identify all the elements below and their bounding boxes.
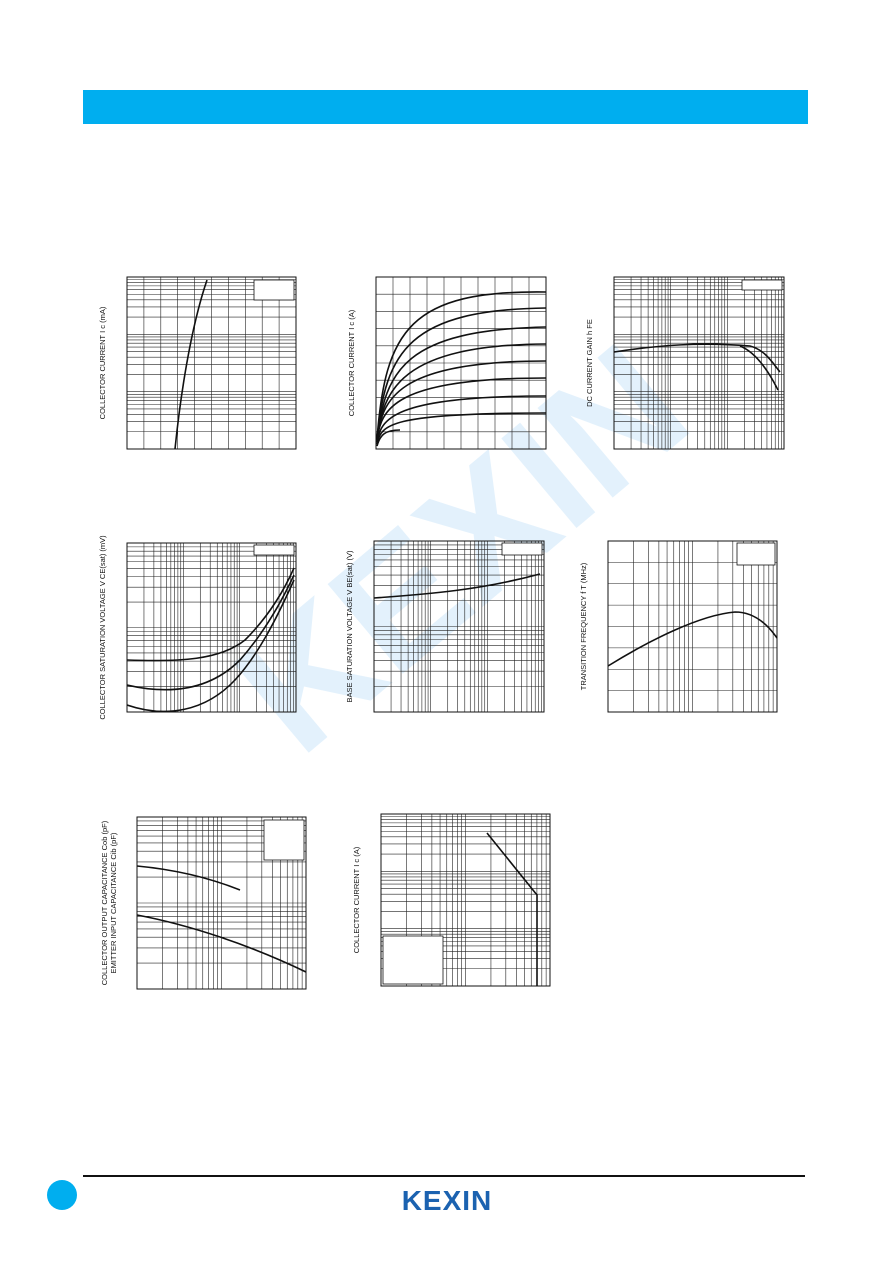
graph-frame <box>126 276 297 450</box>
graph-frame <box>126 542 297 713</box>
y-axis-label: BASE SATURATION VOLTAGE V BE(sat) (V) <box>345 550 354 702</box>
curve <box>486 832 538 986</box>
graph-frame <box>373 540 545 713</box>
y-axis-label: COLLECTOR OUTPUT CAPACITANCE Cob (pF) <box>100 820 109 985</box>
graph-frame <box>380 813 551 987</box>
curve <box>376 377 547 441</box>
curve <box>376 395 547 443</box>
legend-box <box>253 544 295 556</box>
curves <box>126 279 781 986</box>
y-axis-label: EMITTER INPUT CAPACITANCE Cib (pF) <box>109 832 118 973</box>
curve <box>376 412 547 445</box>
legend-box <box>501 542 543 556</box>
graph: COLLECTOR OUTPUT CAPACITANCE Cob (pF) EMI… <box>100 816 307 990</box>
curve <box>136 914 307 973</box>
curve <box>376 291 547 441</box>
y-axis-label: COLLECTOR SATURATION VOLTAGE V CE(sat) (… <box>98 535 107 720</box>
graph: DC CURRENT GAIN h FE <box>585 276 785 450</box>
legend-box <box>736 542 776 566</box>
curve <box>613 343 781 373</box>
graph-frame <box>607 540 778 713</box>
curve <box>607 611 778 667</box>
graph: TRANSITION FREQUENCY f T (MHz) <box>579 540 778 713</box>
curve <box>126 567 295 662</box>
legend-box <box>741 279 783 291</box>
graph-frame <box>375 276 547 450</box>
y-axis-label: COLLECTOR CURRENT I c (A) <box>352 846 361 953</box>
legend-box <box>253 279 295 301</box>
curve <box>376 429 401 447</box>
curve <box>174 279 208 450</box>
legend-box <box>382 935 444 985</box>
graph: BASE SATURATION VOLTAGE V BE(sat) (V) <box>345 540 545 713</box>
footer-logo: KEXIN <box>402 1185 493 1216</box>
curve <box>739 345 779 391</box>
curve <box>126 574 295 691</box>
curve <box>376 326 547 441</box>
curve <box>126 579 295 713</box>
graph: COLLECTOR SATURATION VOLTAGE V CE(sat) (… <box>98 535 297 720</box>
page-badge <box>47 1180 77 1210</box>
graphs: COLLECTOR CURRENT I c (mA) COLLECTOR CURR… <box>98 276 785 990</box>
curve <box>373 573 541 599</box>
curve <box>136 865 241 891</box>
legend-box <box>263 819 305 861</box>
graph-frame <box>613 276 785 450</box>
header-bar <box>83 90 808 124</box>
y-axis-label: COLLECTOR CURRENT I c (A) <box>347 309 356 416</box>
graph: COLLECTOR CURRENT I c (A) <box>352 813 551 987</box>
graph: COLLECTOR CURRENT I c (mA) <box>98 276 297 450</box>
y-axis-label: COLLECTOR CURRENT I c (mA) <box>98 306 107 419</box>
y-axis-label: TRANSITION FREQUENCY f T (MHz) <box>579 562 588 690</box>
curve <box>376 307 547 441</box>
y-axis-label: DC CURRENT GAIN h FE <box>585 319 594 407</box>
graph-frame <box>136 816 307 990</box>
